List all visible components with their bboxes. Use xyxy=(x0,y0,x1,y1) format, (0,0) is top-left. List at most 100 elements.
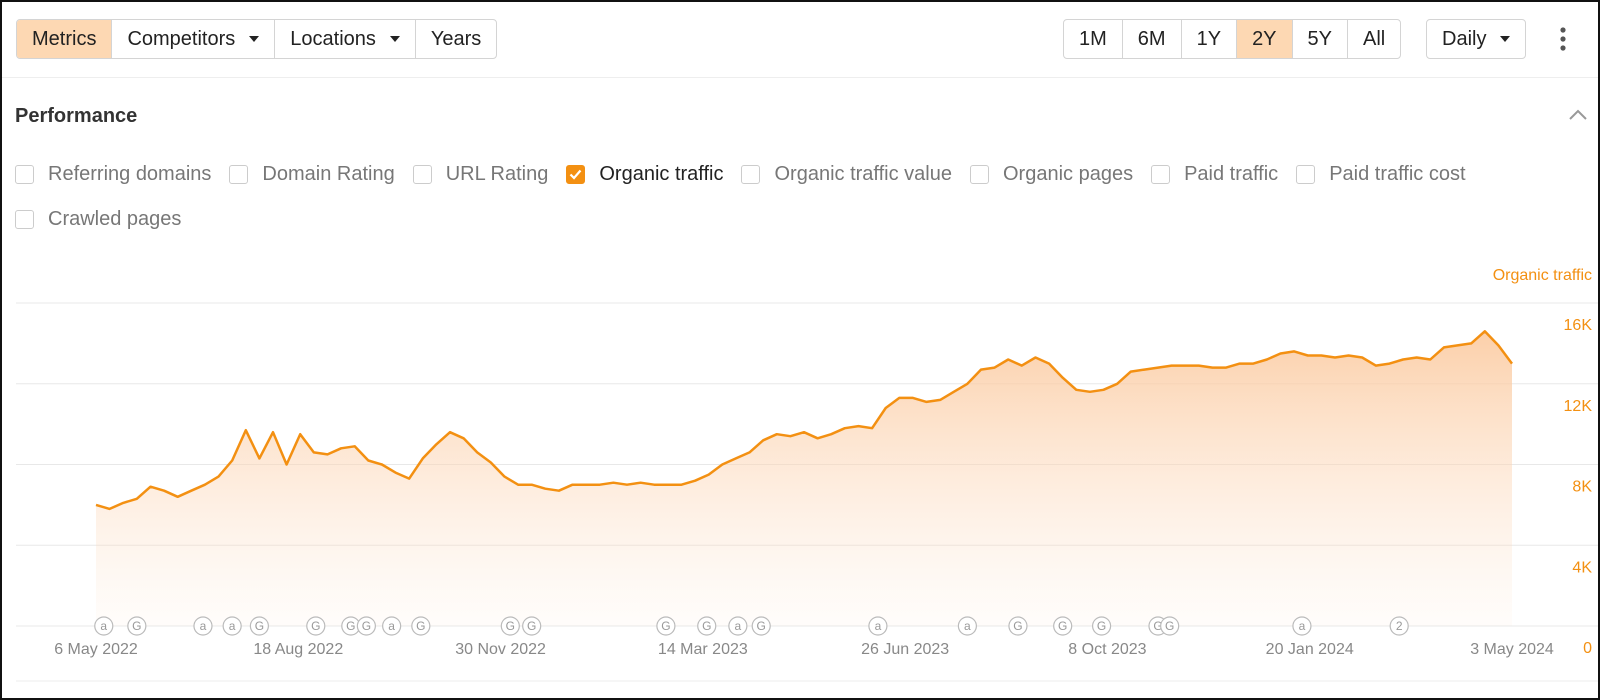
checkbox[interactable] xyxy=(969,164,989,184)
event-marker[interactable] xyxy=(1008,616,1028,636)
event-marker[interactable] xyxy=(306,616,326,636)
event-label: G xyxy=(1013,619,1022,633)
event-marker[interactable] xyxy=(957,616,977,636)
button-label: All xyxy=(1363,27,1386,50)
metric-label: Referring domains xyxy=(48,162,212,185)
collapse-button[interactable] xyxy=(1568,108,1588,122)
checkbox[interactable] xyxy=(1151,164,1171,184)
metric-label: Organic traffic xyxy=(599,162,724,185)
divider xyxy=(2,77,1598,78)
event-marker[interactable] xyxy=(1292,616,1312,636)
event-label: G xyxy=(702,619,711,633)
metric-label: Organic traffic value xyxy=(774,162,952,185)
metric-option[interactable]: Paid traffic xyxy=(1151,162,1278,186)
toolbar-button[interactable]: 1Y xyxy=(1182,20,1238,58)
event-label: G xyxy=(362,619,371,633)
checkbox[interactable] xyxy=(412,164,432,184)
series-label: Organic traffic xyxy=(1493,267,1592,284)
line xyxy=(95,330,1514,511)
y-tick-label: 0 xyxy=(1583,640,1592,657)
checkbox[interactable] xyxy=(741,164,761,184)
range-group: 1M 6M 1Y 2Y 5Y All xyxy=(1063,19,1402,59)
event-marker[interactable] xyxy=(1160,616,1180,636)
interval-label: Daily xyxy=(1442,27,1487,50)
caret xyxy=(1500,36,1511,42)
toolbar-button[interactable]: 2Y xyxy=(1237,20,1293,58)
x-tick-label: 6 May 2022 xyxy=(54,641,138,658)
more-menu[interactable] xyxy=(1557,24,1569,54)
metric-option[interactable]: URL Rating xyxy=(412,162,548,186)
checkbox[interactable] xyxy=(229,164,249,184)
button-label: 1M xyxy=(1079,27,1107,50)
toolbar-button[interactable]: Years xyxy=(416,20,496,58)
event-label: a xyxy=(100,619,107,633)
checkbox[interactable] xyxy=(566,164,586,184)
metric-label: Crawled pages xyxy=(48,207,182,230)
section-title: Performance xyxy=(15,105,138,127)
metric-checkboxes: Referring domains Domain Rating URL Rating… xyxy=(15,162,1595,231)
toolbar-button[interactable]: 1M xyxy=(1064,20,1123,58)
button-label: Years xyxy=(430,27,482,50)
event-label: a xyxy=(1299,619,1306,633)
event-marker[interactable] xyxy=(500,616,520,636)
event-label: G xyxy=(132,619,141,633)
metric-option[interactable]: Organic traffic xyxy=(566,162,723,186)
event-marker[interactable] xyxy=(382,616,402,636)
interval-select[interactable]: Daily xyxy=(1426,19,1527,59)
metric-option[interactable]: Referring domains xyxy=(15,162,211,186)
interval-button[interactable]: Daily xyxy=(1427,20,1525,58)
event-marker[interactable] xyxy=(751,616,771,636)
event-label: G xyxy=(416,619,425,633)
y-tick-label: 4K xyxy=(1572,559,1592,576)
event-label: 2 xyxy=(1396,619,1403,633)
metric-option[interactable]: Organic pages xyxy=(969,162,1134,186)
button-label: 2Y xyxy=(1252,27,1277,50)
event-label: a xyxy=(229,619,236,633)
event-marker[interactable] xyxy=(222,616,242,636)
x-tick-label: 14 Mar 2023 xyxy=(658,641,748,658)
caret xyxy=(389,36,400,42)
event-marker[interactable] xyxy=(127,616,147,636)
x-tick-label: 20 Jan 2024 xyxy=(1266,641,1354,658)
button-label: Metrics xyxy=(32,27,97,50)
event-marker[interactable] xyxy=(697,616,717,636)
event-marker[interactable] xyxy=(249,616,269,636)
metric-option[interactable]: Paid traffic cost xyxy=(1296,162,1466,186)
event-marker[interactable] xyxy=(1091,616,1112,636)
metric-option[interactable]: Crawled pages xyxy=(15,207,181,231)
event-marker[interactable] xyxy=(656,616,676,636)
y-tick-label: 16K xyxy=(1564,317,1593,334)
event-marker[interactable] xyxy=(1389,616,1409,636)
metric-option[interactable]: Organic traffic value xyxy=(741,162,952,186)
event-label: a xyxy=(388,619,395,633)
event-label: a xyxy=(200,619,207,633)
x-tick-label: 26 Jun 2023 xyxy=(861,641,949,658)
event-marker[interactable] xyxy=(868,616,888,636)
button-label: 1Y xyxy=(1196,27,1222,50)
x-tick-label: 18 Aug 2022 xyxy=(253,641,343,658)
event-label: G xyxy=(1058,619,1067,633)
toolbar-button[interactable]: 5Y xyxy=(1293,20,1348,58)
checkbox[interactable] xyxy=(15,209,34,229)
event-marker[interactable] xyxy=(522,616,542,636)
metric-option[interactable]: Domain Rating xyxy=(229,162,395,186)
x-tick-label: 3 May 2024 xyxy=(1470,641,1554,658)
checkbox[interactable] xyxy=(1296,164,1316,184)
toolbar-button[interactable]: Locations xyxy=(275,20,416,58)
toolbar-button[interactable]: 6M xyxy=(1123,20,1182,58)
event-marker[interactable] xyxy=(1053,616,1073,636)
event-marker[interactable] xyxy=(94,616,114,636)
toolbar-button[interactable]: Metrics xyxy=(17,20,113,58)
toolbar-button[interactable]: Competitors xyxy=(112,20,276,58)
event-marker[interactable] xyxy=(411,616,431,636)
metric-label: Domain Rating xyxy=(262,162,395,185)
toolbar-button[interactable]: All xyxy=(1348,20,1400,58)
checkbox[interactable] xyxy=(15,164,34,184)
event-marker[interactable] xyxy=(356,616,376,636)
event-label: G xyxy=(311,619,320,633)
y-tick-label: 12K xyxy=(1564,398,1593,415)
metric-label: Organic pages xyxy=(1002,162,1134,185)
event-marker[interactable] xyxy=(728,616,748,636)
event-marker[interactable] xyxy=(193,616,213,636)
